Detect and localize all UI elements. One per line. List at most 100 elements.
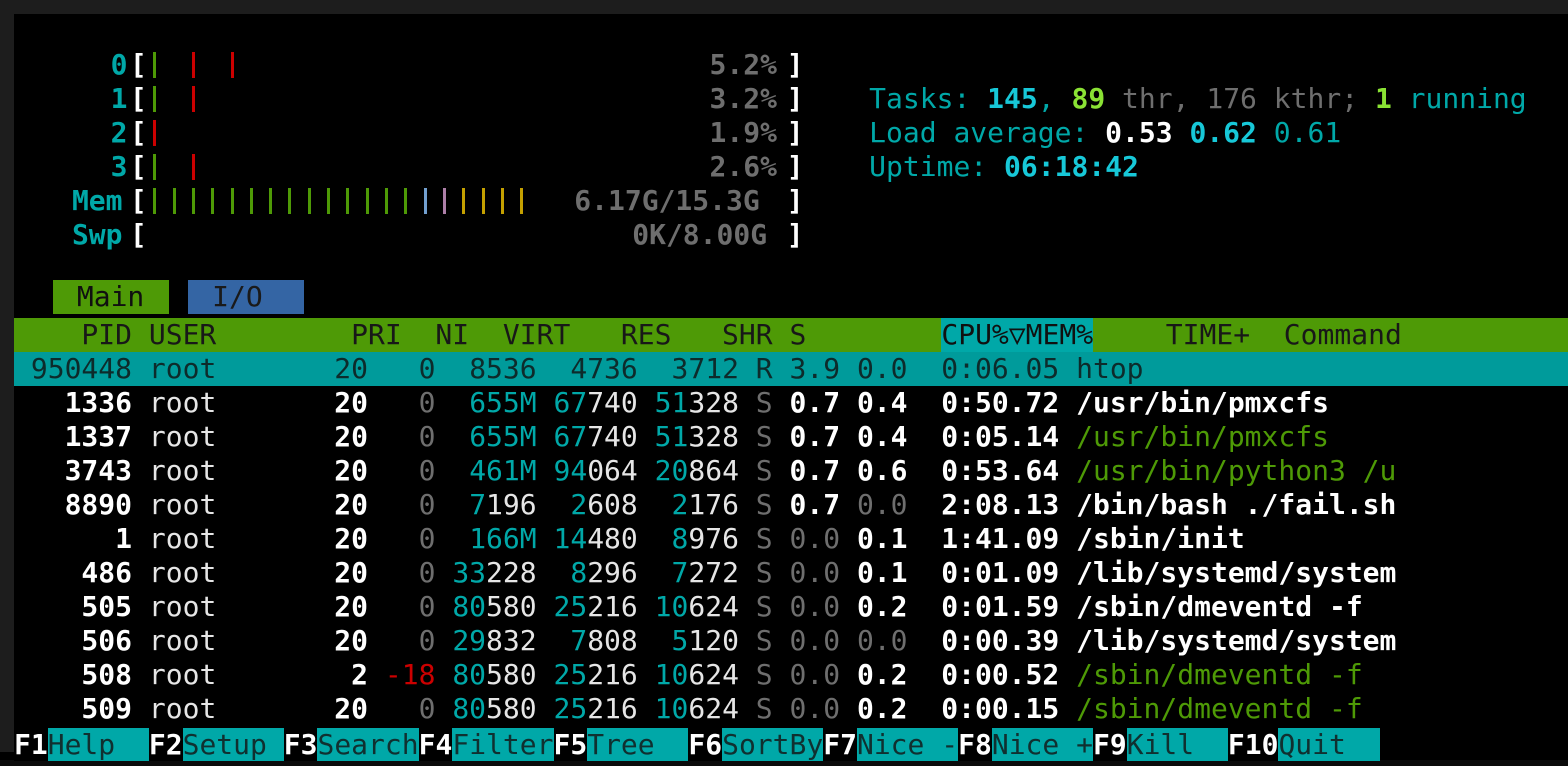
cell-virt: 80580 (435, 590, 536, 623)
value-low: 272 (688, 556, 739, 589)
fkey-f10-key[interactable]: F10 (1227, 728, 1279, 761)
fkey-nice-label[interactable]: Nice + (991, 728, 1093, 761)
memory-meter-bar-segment (481, 188, 485, 214)
cell-command: /bin/bash ./fail.sh (1059, 488, 1397, 521)
value-low: 712 (688, 352, 739, 385)
value-low: 064 (587, 454, 638, 487)
value-high: 80 (452, 692, 487, 725)
fkey-filter-label[interactable]: Filter (452, 728, 554, 761)
cell-state: S (738, 488, 773, 521)
value-high: 655M (469, 386, 537, 419)
value-low: 580 (486, 658, 537, 691)
percent-value: 0.0 (772, 658, 841, 691)
cpu-meter-0-bracket-open: [ (129, 48, 147, 81)
value-high: 67 (553, 420, 588, 453)
table-row[interactable]: 508 root 2 -18 80580 25216 10624 S 0.0 0… (14, 658, 1568, 692)
table-row[interactable]: 505 root 20 0 80580 25216 10624 S 0.0 0.… (14, 590, 1568, 624)
fkey-help-label[interactable]: Help (47, 728, 149, 761)
memory-meter-bar-segment (327, 188, 331, 214)
cell-command: /usr/bin/pmxcfs (1059, 386, 1329, 419)
function-key-bar[interactable]: F1Help F2Setup F3SearchF4FilterF5Tree F6… (14, 728, 1568, 762)
cpu-meter-3-bracket-close: ] (786, 150, 804, 183)
fkey-quit-label[interactable]: Quit (1278, 728, 1380, 761)
cell-user: root (132, 658, 301, 691)
tab-main[interactable]: Main (52, 280, 169, 314)
value-high: 29 (452, 624, 487, 657)
percent-value: 0.4 (840, 420, 908, 453)
cell-pri: 2 (300, 658, 369, 691)
cell-user: root (132, 692, 301, 725)
table-row[interactable]: 509 root 20 0 80580 25216 10624 S 0.0 0.… (14, 692, 1568, 726)
cpu-meter-2-bracket-close: ] (786, 116, 804, 149)
cpu-meter-3-bracket-open: [ (129, 150, 147, 183)
fkey-f8-key[interactable]: F8 (958, 728, 992, 761)
window-chrome-top (0, 0, 1568, 14)
cell-ni: 0 (368, 488, 436, 521)
cell-ni: 0 (368, 386, 436, 419)
fkey-f4-key[interactable]: F4 (418, 728, 453, 761)
value-high: 7 (469, 488, 487, 521)
window-chrome-left (0, 0, 14, 752)
cell-time: 1:41.09 (907, 522, 1060, 555)
cell-pid: 506 (14, 624, 133, 657)
table-row[interactable]: 1 root 20 0 166M 14480 8976 S 0.0 0.1 1:… (14, 522, 1568, 556)
value-high: 8 (469, 352, 487, 385)
cell-pid: 505 (14, 590, 133, 623)
value-high: 80 (452, 590, 487, 623)
cell-shr: 5120 (638, 624, 739, 657)
value-high: 10 (654, 658, 689, 691)
fkey-f6-key[interactable]: F6 (688, 728, 723, 761)
percent-value: 0.2 (840, 658, 908, 691)
fkey-f1-key[interactable]: F1 (14, 728, 48, 761)
cpu-meter-0-bar-segment (191, 52, 195, 78)
value-high: 166M (469, 522, 537, 555)
cell-command: /sbin/dmeventd -f (1059, 692, 1363, 725)
tab-i-o[interactable]: I/O (187, 280, 304, 314)
fkey-f5-key[interactable]: F5 (553, 728, 588, 761)
cell-user: root (132, 556, 301, 589)
cell-virt: 655M (435, 386, 536, 419)
table-header[interactable]: PID USER PRI NI VIRT RES SHR S CPU%▽MEM%… (14, 318, 1568, 352)
table-row[interactable]: 1336 root 20 0 655M 67740 51328 S 0.7 0.… (14, 386, 1568, 420)
cell-time: 2:08.13 (907, 488, 1060, 521)
fkey-setup-label[interactable]: Setup (182, 728, 284, 761)
thread-count: 89 (1071, 82, 1106, 115)
cell-time: 0:00.39 (907, 624, 1060, 657)
cell-ni: 0 (368, 522, 436, 555)
fkey-tree-label[interactable]: Tree (587, 728, 689, 761)
fkey-nice-label[interactable]: Nice - (856, 728, 959, 761)
value-high: 7 (671, 556, 689, 589)
memory-meter-bar-segment (462, 188, 466, 214)
table-row[interactable]: 1337 root 20 0 655M 67740 51328 S 0.7 0.… (14, 420, 1568, 454)
fkey-f3-key[interactable]: F3 (283, 728, 318, 761)
table-row[interactable]: 506 root 20 0 29832 7808 5120 S 0.0 0.0 … (14, 624, 1568, 658)
cell-time: 0:01.59 (907, 590, 1060, 623)
percent-value: 0.0 (840, 624, 908, 657)
value-low: 976 (688, 522, 739, 555)
cell-virt: 166M (435, 522, 536, 555)
fkey-kill-label[interactable]: Kill (1126, 728, 1228, 761)
fkey-search-label[interactable]: Search (317, 728, 419, 761)
value-low: 624 (688, 658, 739, 691)
percent-value: 0.7 (772, 488, 841, 521)
fkey-f7-key[interactable]: F7 (823, 728, 857, 761)
table-header-sort-column[interactable]: CPU%▽MEM% (941, 318, 1094, 352)
value-low: 808 (587, 624, 638, 657)
cpu-meter-3-bar-segment (191, 154, 195, 180)
fkey-f9-key[interactable]: F9 (1093, 728, 1127, 761)
cell-pri: 20 (300, 454, 369, 487)
table-row[interactable]: 8890 root 20 0 7196 2608 2176 S 0.7 0.0 … (14, 488, 1568, 522)
window-chrome-bottom (0, 760, 1568, 766)
cell-res: 94064 (537, 454, 638, 487)
cpu-meter-0-bar (149, 52, 787, 78)
fkey-f2-key[interactable]: F2 (148, 728, 183, 761)
fkey-sortby-label[interactable]: SortBy (722, 728, 824, 761)
cell-state: S (738, 454, 773, 487)
table-row[interactable]: 3743 root 20 0 461M 94064 20864 S 0.7 0.… (14, 454, 1568, 488)
table-row[interactable]: 486 root 20 0 33228 8296 7272 S 0.0 0.1 … (14, 556, 1568, 590)
uptime-value: 06:18:42 (1004, 150, 1139, 183)
running-count: 1 (1374, 82, 1392, 115)
cpu-meter-1-bar-segment (191, 86, 195, 112)
value-high: 3 (671, 352, 689, 385)
table-row[interactable]: 950448 root 20 0 8536 4736 3712 R 3.9 0.… (14, 352, 1568, 386)
